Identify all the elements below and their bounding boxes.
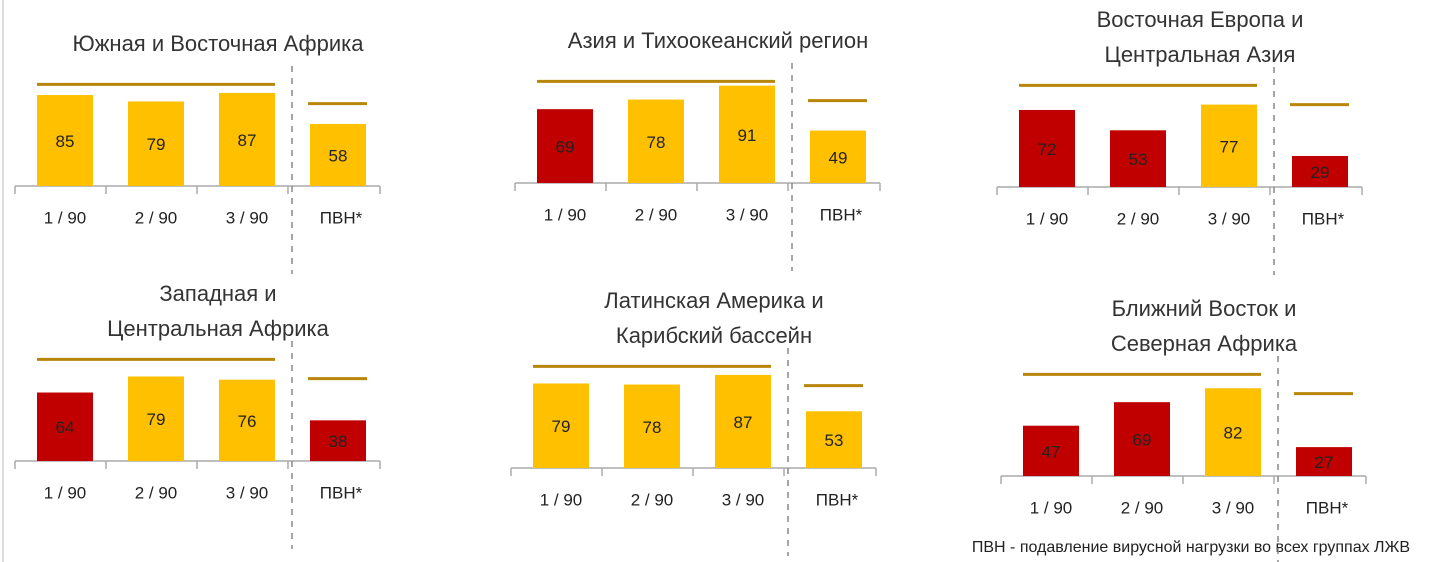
- x-tick-label: 1 / 90: [1030, 498, 1073, 517]
- bar: [219, 379, 275, 461]
- bar: [1201, 104, 1257, 187]
- x-tick-label: ПВН*: [320, 208, 363, 227]
- bar: [537, 109, 593, 183]
- bar: [1023, 425, 1079, 476]
- bar: [1292, 155, 1348, 187]
- bar-label: 64: [56, 418, 75, 437]
- bar: [219, 92, 275, 186]
- x-tick-label: ПВН*: [320, 483, 363, 502]
- bar: [1205, 388, 1261, 476]
- x-tick-label: 2 / 90: [631, 490, 674, 509]
- x-tick-label: 3 / 90: [226, 483, 269, 502]
- bar-label: 53: [1129, 150, 1148, 169]
- bar: [806, 411, 862, 468]
- bar: [715, 374, 771, 468]
- bar: [624, 384, 680, 468]
- x-tick-label: ПВН*: [1306, 498, 1349, 517]
- chart-title: Карибский бассейн: [616, 323, 812, 348]
- bar: [1296, 447, 1352, 476]
- bar-label: 85: [56, 132, 75, 151]
- x-tick-label: 1 / 90: [1026, 209, 1069, 228]
- bar-label: 79: [147, 135, 166, 154]
- bar-label: 77: [1220, 137, 1239, 156]
- chart-title: Ближний Восток и: [1112, 296, 1297, 321]
- bar-label: 79: [552, 417, 571, 436]
- bar: [1114, 402, 1170, 476]
- bar-label: 79: [147, 410, 166, 429]
- bar-label: 91: [738, 126, 757, 145]
- bar-label: 47: [1042, 442, 1061, 461]
- x-tick-label: 1 / 90: [544, 205, 587, 224]
- bar: [719, 85, 775, 183]
- x-tick-label: 1 / 90: [44, 208, 87, 227]
- x-tick-label: 2 / 90: [635, 205, 678, 224]
- footnote: ПВН - подавление вирусной нагрузки во вс…: [972, 539, 1410, 556]
- bar-label: 38: [329, 432, 348, 451]
- bar: [810, 130, 866, 183]
- chart-title: Южная и Восточная Африка: [72, 31, 364, 56]
- x-tick-label: 3 / 90: [1212, 498, 1255, 517]
- bar-label: 27: [1315, 453, 1334, 472]
- bar: [1110, 130, 1166, 187]
- x-tick-label: 2 / 90: [1117, 209, 1160, 228]
- bar: [628, 99, 684, 183]
- bar: [310, 420, 366, 461]
- x-tick-label: ПВН*: [1302, 209, 1345, 228]
- bar: [37, 392, 93, 461]
- bar-label: 49: [829, 148, 848, 167]
- x-tick-label: 2 / 90: [135, 208, 178, 227]
- x-tick-label: 3 / 90: [722, 490, 765, 509]
- x-tick-label: ПВН*: [820, 205, 863, 224]
- chart-title: Центральная Африка: [107, 316, 330, 341]
- bar: [37, 95, 93, 186]
- bar: [128, 376, 184, 461]
- x-tick-label: 3 / 90: [226, 208, 269, 227]
- bar-label: 78: [647, 133, 666, 152]
- bar-label: 72: [1038, 140, 1057, 159]
- chart-title: Центральная Азия: [1105, 42, 1296, 67]
- chart-title: Западная и: [159, 281, 276, 306]
- chart-title: Азия и Тихоокеанский регион: [568, 28, 868, 53]
- x-tick-label: 1 / 90: [540, 490, 583, 509]
- x-tick-label: 3 / 90: [726, 205, 769, 224]
- x-tick-label: 3 / 90: [1208, 209, 1251, 228]
- x-tick-label: ПВН*: [816, 490, 859, 509]
- bar-label: 76: [238, 412, 257, 431]
- x-tick-label: 2 / 90: [1121, 498, 1164, 517]
- bar: [533, 383, 589, 468]
- bar-label: 87: [238, 131, 257, 150]
- chart-title: Северная Африка: [1111, 331, 1298, 356]
- bar: [128, 101, 184, 186]
- bar-label: 78: [643, 418, 662, 437]
- bar-label: 87: [734, 413, 753, 432]
- bar-label: 58: [329, 146, 348, 165]
- chart-title: Восточная Европа и: [1097, 7, 1304, 32]
- bar: [1019, 109, 1075, 187]
- bar-label: 69: [556, 138, 575, 157]
- chart-title: Латинская Америка и: [604, 288, 823, 313]
- bar-label: 29: [1311, 163, 1330, 182]
- bar-label: 82: [1224, 424, 1243, 443]
- x-tick-label: 1 / 90: [44, 483, 87, 502]
- bar: [310, 123, 366, 186]
- x-tick-label: 2 / 90: [135, 483, 178, 502]
- bar-label: 53: [825, 431, 844, 450]
- bar-label: 69: [1133, 431, 1152, 450]
